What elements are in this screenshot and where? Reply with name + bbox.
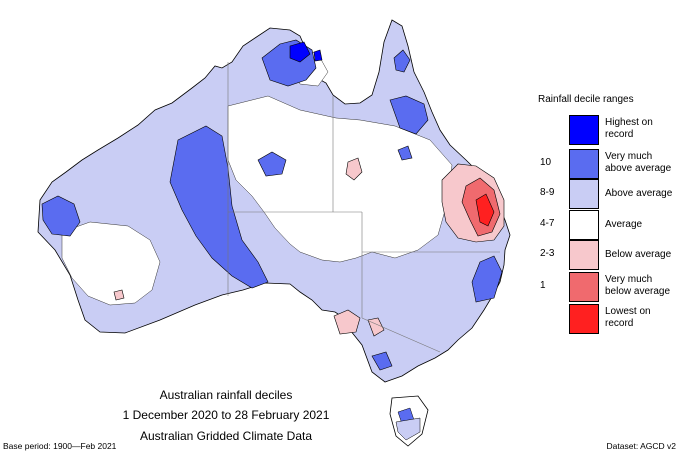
legend-decile: 4-7 — [540, 218, 555, 229]
vma-region-victoria — [371, 351, 393, 371]
vma-region-cape-york — [389, 95, 429, 135]
below-average-region-wa — [113, 289, 125, 301]
legend-label: Very much above average — [605, 151, 672, 174]
vma-region-nsw-coast — [471, 255, 503, 303]
legend-swatch-lowest — [569, 304, 599, 334]
legend-label: Below average — [605, 249, 672, 260]
legend-decile: 8-9 — [540, 187, 555, 198]
legend-label: Average — [605, 219, 643, 230]
legend-decile: 1 — [540, 280, 546, 291]
legend-swatch-above — [569, 179, 599, 209]
legend-swatch-very-much-below — [569, 272, 599, 302]
legend-swatch-below — [569, 240, 599, 270]
legend-label: Lowest on record — [605, 306, 651, 329]
map-source: Australian Gridded Climate Data — [139, 429, 313, 443]
vma-region-nt-centre — [257, 151, 287, 177]
vma-region-cape-tip — [393, 49, 411, 73]
legend-label: Very much below average — [605, 274, 671, 297]
record-low-region-qld — [475, 193, 495, 227]
legend-row-average: 4-7 Average — [540, 210, 680, 240]
legend-row-lowest: Lowest on record — [540, 304, 680, 334]
below-average-region-nt — [345, 157, 363, 181]
legend-swatch-average — [569, 210, 599, 240]
legend-swatch-highest — [569, 115, 599, 145]
legend-decile: 2-3 — [540, 248, 555, 259]
legend-row-above: 8-9 Above average — [540, 179, 680, 209]
vma-region-wa-southwest — [41, 195, 81, 237]
average-region-west — [61, 221, 161, 306]
legend-row-below: 2-3 Below average — [540, 240, 680, 270]
map-title: Australian rainfall deciles — [159, 388, 293, 402]
legend-row-highest: Highest on record — [540, 115, 680, 145]
base-period-note: Base period: 1900—Feb 2021 — [3, 441, 117, 451]
legend-decile: 10 — [540, 157, 552, 168]
legend-swatch-very-much-above — [569, 149, 599, 179]
vma-region-qld-coast — [397, 145, 413, 161]
legend-label: Above average — [605, 188, 673, 199]
vma-region-central-band — [169, 125, 269, 289]
record-high-region-arnhem — [289, 41, 311, 63]
legend-title: Rainfall decile ranges — [538, 94, 634, 105]
dataset-note: Dataset: AGCD v2 — [606, 441, 676, 451]
above-average-region-tasmania — [395, 417, 421, 441]
legend-row-very-much-above: 10 Very much above average — [540, 149, 680, 179]
below-average-region-sa — [333, 309, 361, 335]
state-borders — [227, 62, 500, 353]
record-high-region-islands — [313, 49, 323, 62]
legend-row-very-much-below: 1 Very much below average — [540, 272, 680, 302]
legend-label: Highest on record — [605, 117, 653, 140]
map-period: 1 December 2020 to 28 February 2021 — [122, 408, 330, 422]
average-region-central — [227, 95, 453, 263]
